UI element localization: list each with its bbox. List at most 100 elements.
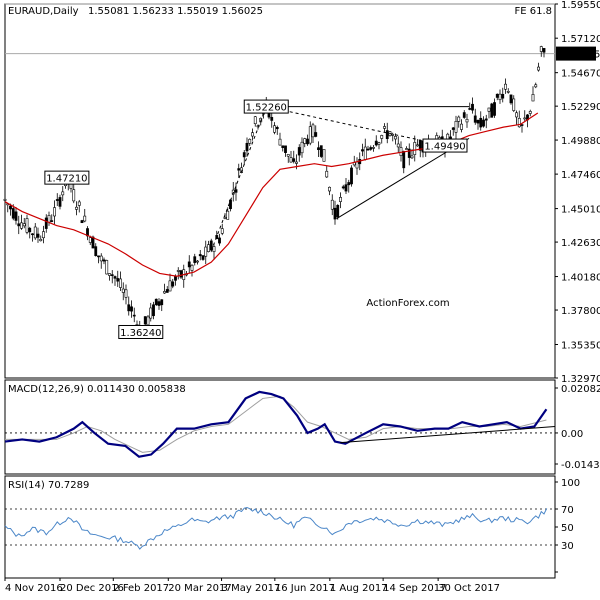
candle-body [11,208,15,219]
candle-body [179,270,183,278]
candle-body [42,231,45,239]
candle-body [295,161,298,164]
header-symbol: EURAUD,Daily [8,6,79,17]
candle-body [55,199,59,201]
price-tick-label: 1.42630 [561,238,600,249]
x-tick-label: 4 Nov 2016 [5,583,63,594]
candle-body [223,216,227,219]
candle-body [319,145,323,157]
last-price-box [556,46,596,61]
annotation-box [44,170,90,185]
candle-body [9,205,12,210]
candle-body [119,278,122,288]
candle-body [163,291,166,294]
price-tick-label: 1.49880 [561,136,600,147]
candle-body [124,289,128,298]
candle-body [460,123,463,130]
candle-body [212,246,216,252]
candle-body [493,102,496,116]
candle-body [380,135,384,139]
price-trendline [210,106,267,252]
candle-body [149,307,153,319]
price-tick-label: 1.52290 [561,102,600,113]
candle-body [520,124,524,126]
candle-body [410,155,414,159]
candle-body [242,152,246,158]
annotation-box [243,99,289,114]
candle-body [487,107,491,112]
candle-body [22,223,26,227]
candle-body [506,91,510,93]
candle-body [171,281,175,287]
candle-body [531,94,535,102]
candle-body [75,206,78,210]
watermark: ActionForex.com [366,298,449,309]
candle-body [77,201,81,206]
price-frame [4,3,556,379]
candle-body [284,145,287,153]
candle-body [454,120,458,133]
candle-body [537,66,540,71]
candle-body [176,270,180,272]
candle-body [253,116,257,125]
candle-body [113,276,117,279]
candle-body [20,222,23,229]
candle-body [465,118,469,123]
candle-body [72,189,76,202]
panel-frames [4,3,556,579]
candle-body [297,147,301,156]
candle-body [344,184,348,192]
candle-body [58,197,62,207]
candle-body [303,138,307,144]
candle-body [281,145,285,148]
candle-body [53,207,56,217]
candle-body [501,93,505,99]
candle-body [383,126,386,129]
fe-label: FE 61.8 [514,6,552,17]
ma-line [4,112,539,277]
candle-body [473,115,477,123]
candle-body [278,138,282,146]
candle-body [130,306,133,312]
macd-tick-label: -0.014386 [561,460,600,471]
candle-body [245,142,249,152]
candle-body [99,255,103,262]
candle-body [374,140,378,146]
candle-body [523,117,527,120]
candle-body [490,103,494,118]
candle-body [366,148,370,151]
candle-body [28,227,32,233]
candle-body [204,246,208,257]
candle-body [220,228,224,234]
candle-body [143,316,147,325]
macd-trendline [340,425,556,444]
candle-body [36,233,40,238]
x-tick-label: 20 Dec 2016 [60,583,124,594]
candle-body [322,149,326,162]
candle-body [495,93,499,98]
candle-body [363,146,367,160]
candle-body [157,301,161,306]
macd-tick-label: 0.00 [561,429,583,440]
candle-body [47,215,51,223]
candle-body [407,148,411,158]
macd-tick-label: 0.020827 [561,384,600,395]
candle-body [248,139,252,144]
rsi-tick-label: 50 [561,523,574,534]
candle-body [457,116,461,122]
candle-body [355,161,359,169]
rsi-line [4,506,548,550]
candle-body [39,238,43,242]
candle-body [308,126,312,144]
candle-body [226,210,230,220]
price-tick-label: 1.32970 [561,374,600,385]
candle-body [160,299,164,306]
x-tick-label: 1 Aug 2017 [330,583,388,594]
candle-body [14,211,18,221]
candle-body [330,199,334,210]
macd-panel: MACD(12,26,9) 0.011430 0.005838 0.020827 0… [4,384,600,471]
candle-body [292,158,296,162]
candle-body [399,147,403,156]
candle-body [97,255,100,258]
